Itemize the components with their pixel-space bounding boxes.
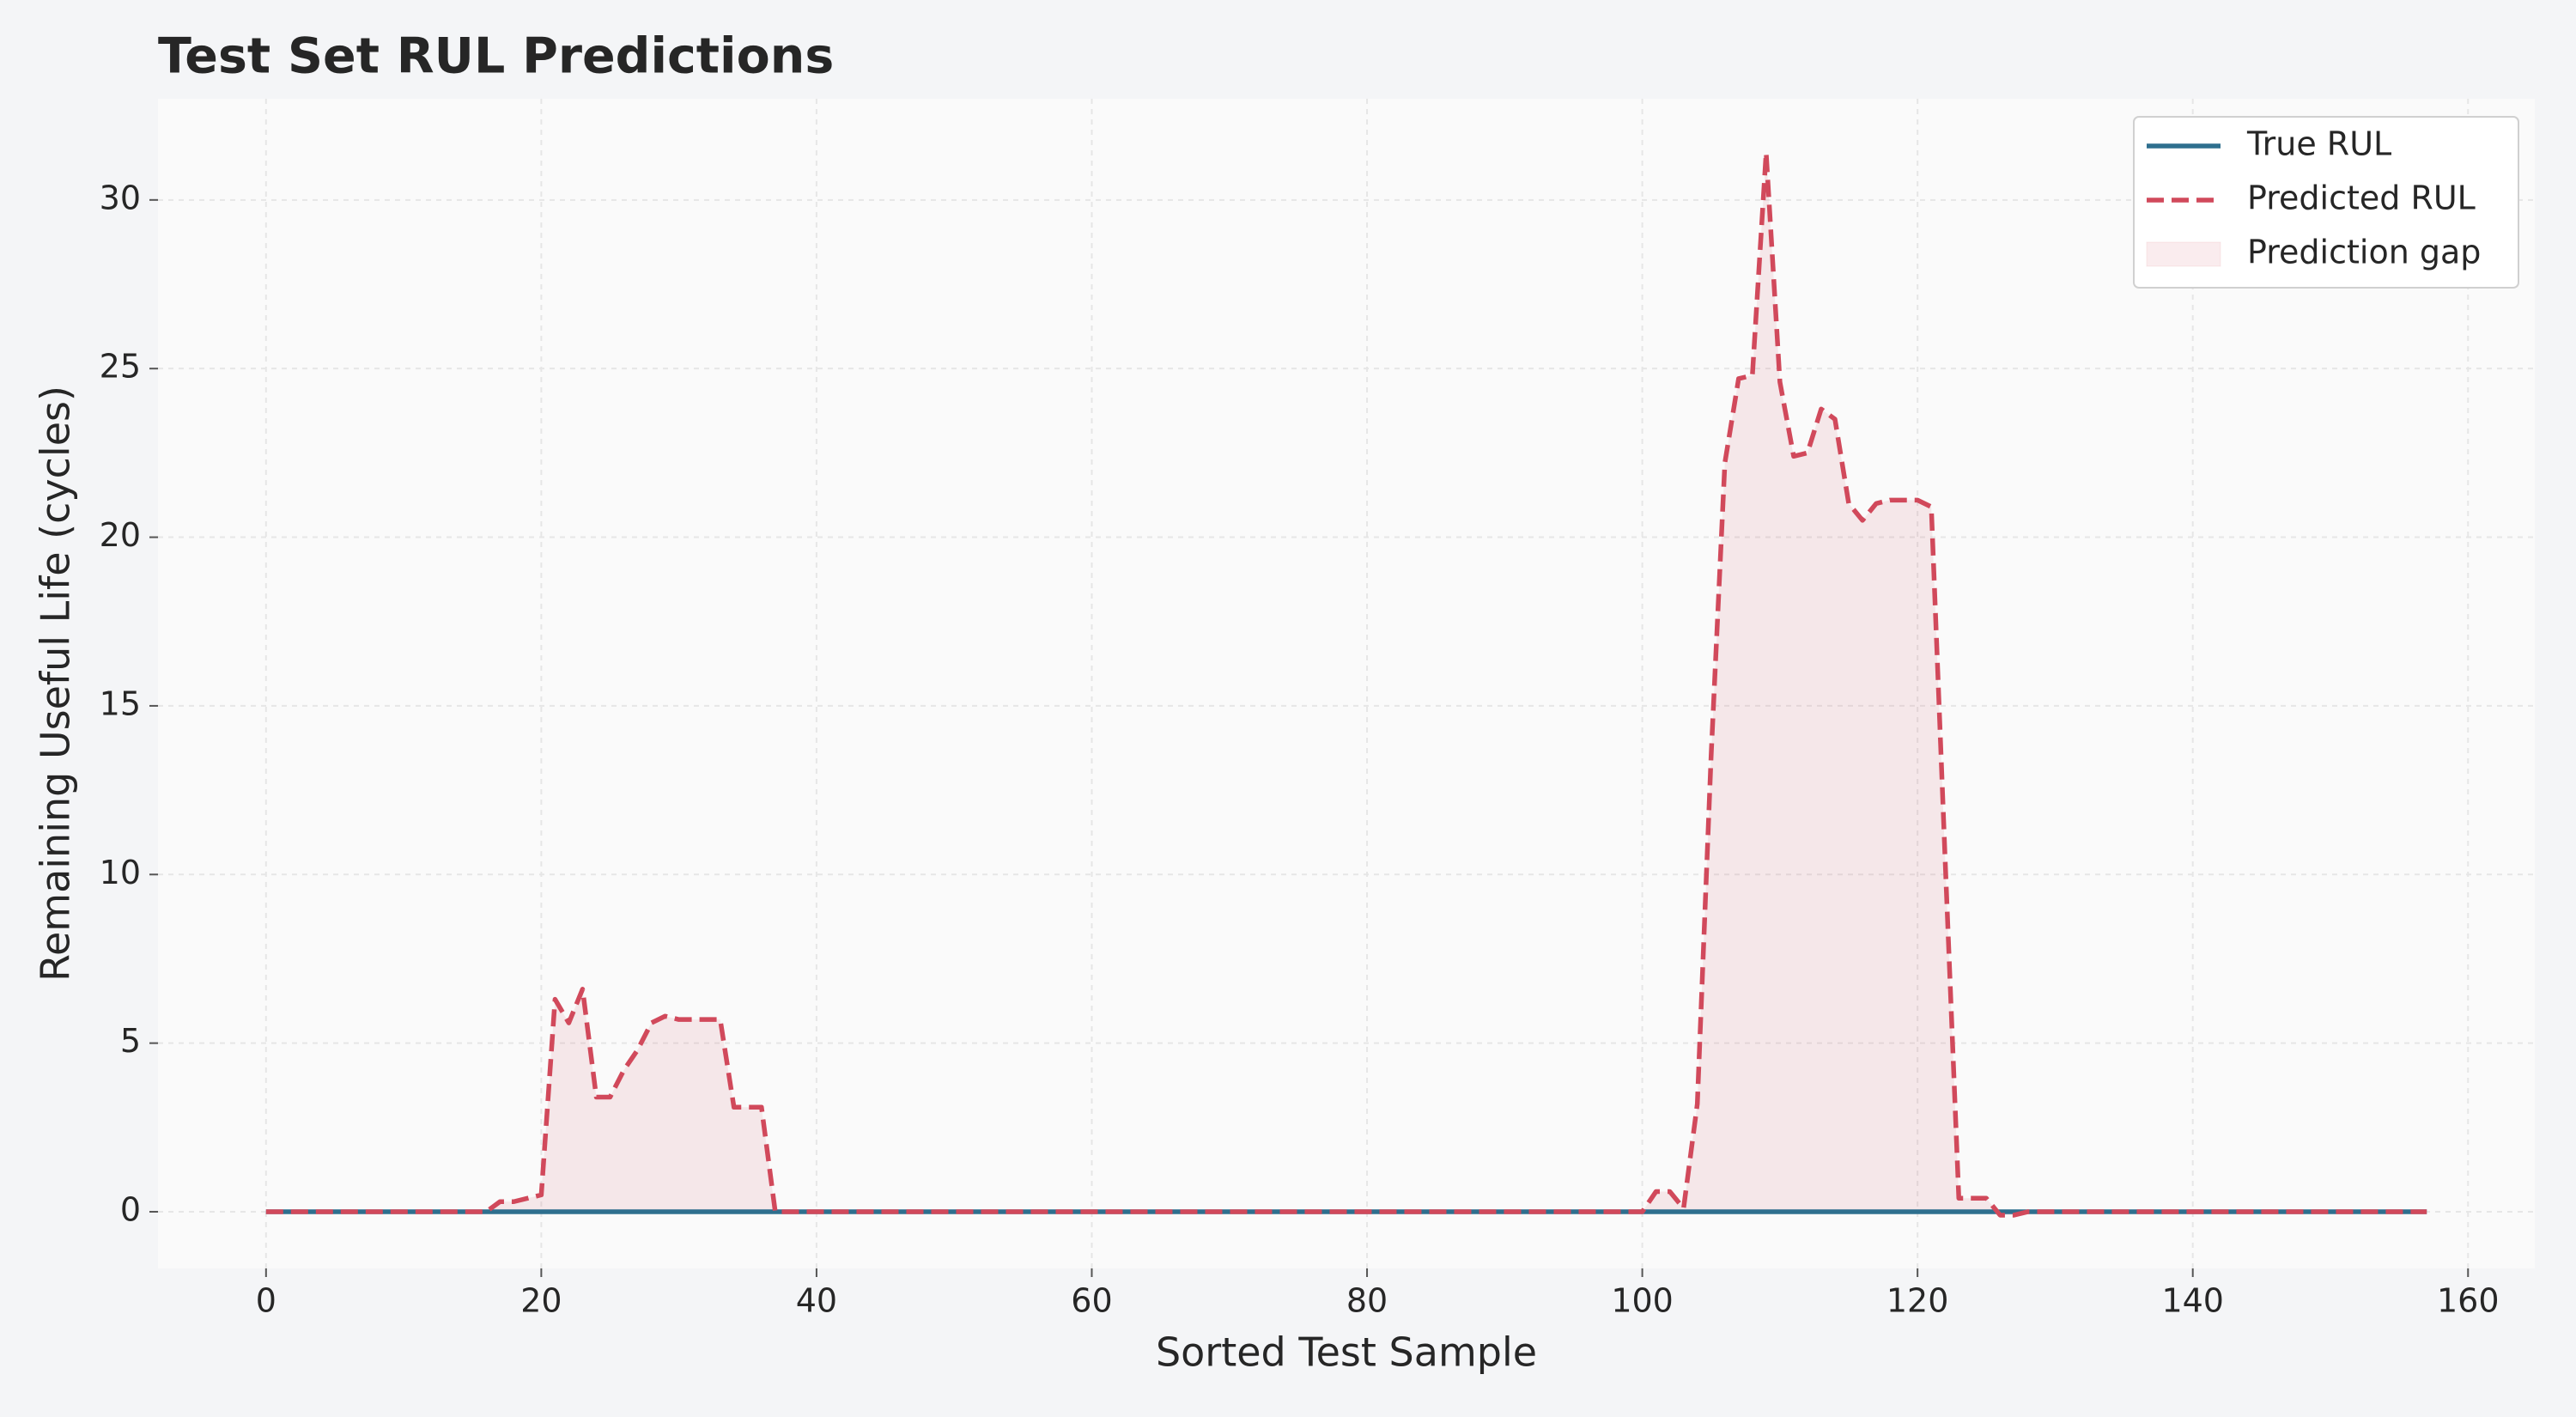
x-tick-label: 60	[1071, 1282, 1112, 1320]
legend-label: Predicted RUL	[2247, 179, 2476, 217]
y-tick-label: 25	[100, 348, 141, 386]
x-tick-label: 140	[2161, 1282, 2224, 1320]
y-tick-label: 30	[100, 179, 141, 216]
y-tick-label: 0	[120, 1191, 141, 1229]
x-tick-label: 160	[2437, 1282, 2500, 1320]
x-tick-label: 0	[256, 1282, 276, 1320]
x-tick-label: 40	[796, 1282, 837, 1320]
legend-box	[2133, 116, 2519, 289]
y-axis-label: Remaining Useful Life (cycles)	[33, 386, 79, 982]
plot-area	[158, 99, 2535, 1268]
legend: True RUL Predicted RUL Prediction gap	[2133, 116, 2519, 289]
y-tick-label: 5	[120, 1022, 141, 1060]
prediction-gap	[265, 152, 2427, 1215]
legend-label: Prediction gap	[2247, 234, 2481, 271]
legend-label: True RUL	[2246, 125, 2391, 163]
y-tick-label: 15	[100, 684, 141, 722]
x-axis-label: Sorted Test Sample	[1156, 1329, 1537, 1376]
y-tick-label: 20	[100, 516, 141, 554]
grid: 0 20 40 60 80 100 120 140 160 0 5 10 15 20 25 30	[100, 99, 2535, 1320]
marks	[265, 150, 2427, 1218]
series-line	[265, 150, 2427, 1218]
chart-title: Test Set RUL Predictions	[158, 28, 834, 85]
x-tick-label: 120	[1886, 1282, 1949, 1320]
x-tick-label: 80	[1346, 1282, 1388, 1320]
y-tick-label: 10	[100, 854, 141, 891]
legend-swatch	[2146, 241, 2221, 267]
x-tick-label: 20	[520, 1282, 562, 1320]
x-tick-label: 100	[1611, 1282, 1674, 1320]
